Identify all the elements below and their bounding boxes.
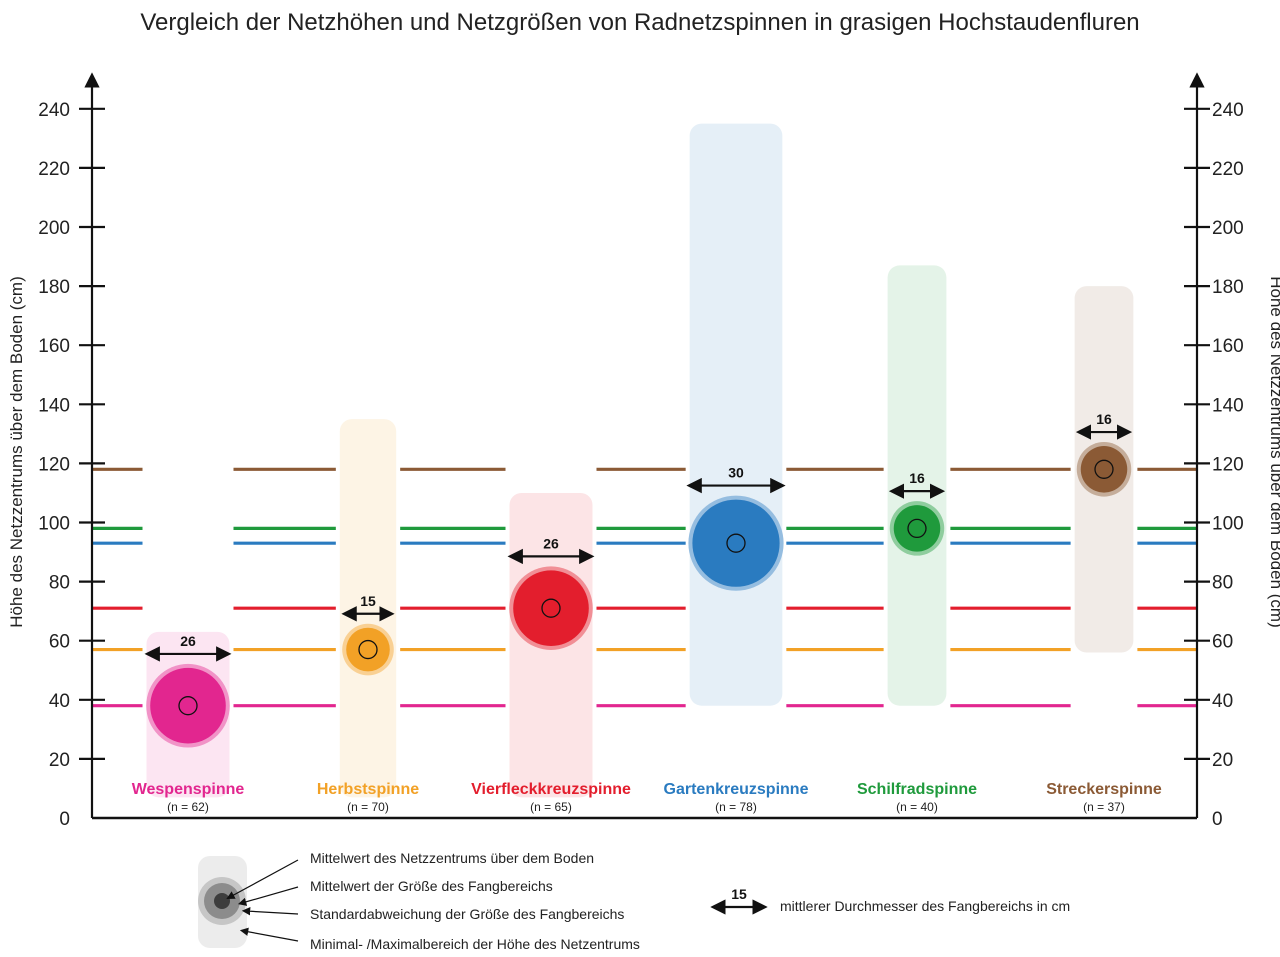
y-tick-label-right: 240 [1212, 100, 1244, 121]
y-tick-label-right: 120 [1212, 454, 1244, 475]
species-n-1: (n = 62) [167, 800, 209, 814]
species-label-6: Streckerspinne [1046, 781, 1162, 798]
y-axis-title-right: Höhe des Netzzentrums über dem Boden (cm… [1267, 276, 1280, 628]
legend-pointer-std [241, 907, 299, 916]
y-tick-label-left: 100 [38, 514, 70, 535]
y-tick-label-right: 160 [1212, 336, 1244, 357]
legend-diameter-text: mittlerer Durchmesser des Fangbereichs i… [780, 898, 1070, 914]
species-label-3: Vierfleckkreuzspinne [471, 781, 631, 798]
center-dot-3 [541, 598, 561, 618]
diameter-label-5: 16 [909, 470, 925, 486]
center-dot-4 [726, 533, 746, 553]
legend: Mittelwert des Netzzentrums über dem Bod… [198, 850, 1070, 952]
y-tick-label-left: 60 [49, 632, 70, 653]
species-label-4: Gartenkreuzspinne [664, 781, 809, 798]
diameter-label-6: 16 [1096, 411, 1112, 427]
species-n-4: (n = 78) [715, 800, 757, 814]
y-tick-label-left: 120 [38, 454, 70, 475]
y-tick-label-right: 0 [1212, 809, 1223, 830]
y-tick-label-right: 220 [1212, 159, 1244, 180]
y-tick-label-right: 100 [1212, 514, 1244, 535]
legend-center-swatch [214, 893, 230, 909]
legend-mean-center-text: Mittelwert des Netzzentrums über dem Bod… [310, 850, 594, 866]
diameter-label-3: 26 [543, 535, 559, 551]
y-tick-label-right: 140 [1212, 395, 1244, 416]
species-label-2: Herbstspinne [317, 781, 419, 798]
chart-title: Vergleich der Netzhöhen und Netzgrößen v… [140, 9, 1139, 36]
y-tick-label-right: 180 [1212, 277, 1244, 298]
y-tick-label-left: 200 [38, 218, 70, 239]
diameter-label-1: 26 [180, 633, 196, 649]
species-label-1: Wespenspinne [132, 781, 245, 798]
y-tick-label-left: 240 [38, 100, 70, 121]
diameter-label-2: 15 [360, 593, 376, 609]
species-n-5: (n = 40) [896, 800, 938, 814]
center-dot-2 [358, 639, 378, 660]
center-dot-6 [1094, 459, 1114, 479]
y-tick-label-left: 220 [38, 159, 70, 180]
y-tick-label-right: 20 [1212, 750, 1233, 771]
y-tick-label-left: 180 [38, 277, 70, 298]
legend-mean-size-text: Mittelwert der Größe des Fangbereichs [310, 878, 553, 894]
y-tick-label-right: 200 [1212, 218, 1244, 239]
y-tick-label-left: 40 [49, 691, 70, 712]
diameter-label-4: 30 [728, 465, 744, 481]
y-tick-label-left: 0 [59, 809, 70, 830]
legend-pointer-mean-size [237, 886, 299, 906]
y-tick-label-left: 140 [38, 395, 70, 416]
species-n-2: (n = 70) [347, 800, 389, 814]
center-dot-1 [178, 696, 198, 716]
legend-std-text: Standardabweichung der Größe des Fangber… [310, 906, 624, 922]
range-box-4 [689, 123, 783, 706]
y-tick-label-left: 160 [38, 336, 70, 357]
y-tick-label-right: 80 [1212, 573, 1233, 594]
legend-diameter-value: 15 [731, 886, 747, 902]
legend-pointer-mean-center [226, 859, 299, 900]
species-label-5: Schilfradspinne [857, 781, 977, 798]
y-axis-title-left: Höhe des Netzzentrums über dem Boden (cm… [7, 276, 26, 628]
y-tick-label-right: 60 [1212, 632, 1233, 653]
legend-pointer-range [239, 927, 299, 942]
species-n-6: (n = 37) [1083, 800, 1125, 814]
y-tick-label-right: 40 [1212, 691, 1233, 712]
center-dot-5 [907, 518, 927, 539]
species-n-3: (n = 65) [530, 800, 572, 814]
legend-range-text: Minimal- /Maximalbereich der Höhe des Ne… [310, 936, 640, 952]
y-tick-label-left: 20 [49, 750, 70, 771]
y-tick-label-left: 80 [49, 573, 70, 594]
